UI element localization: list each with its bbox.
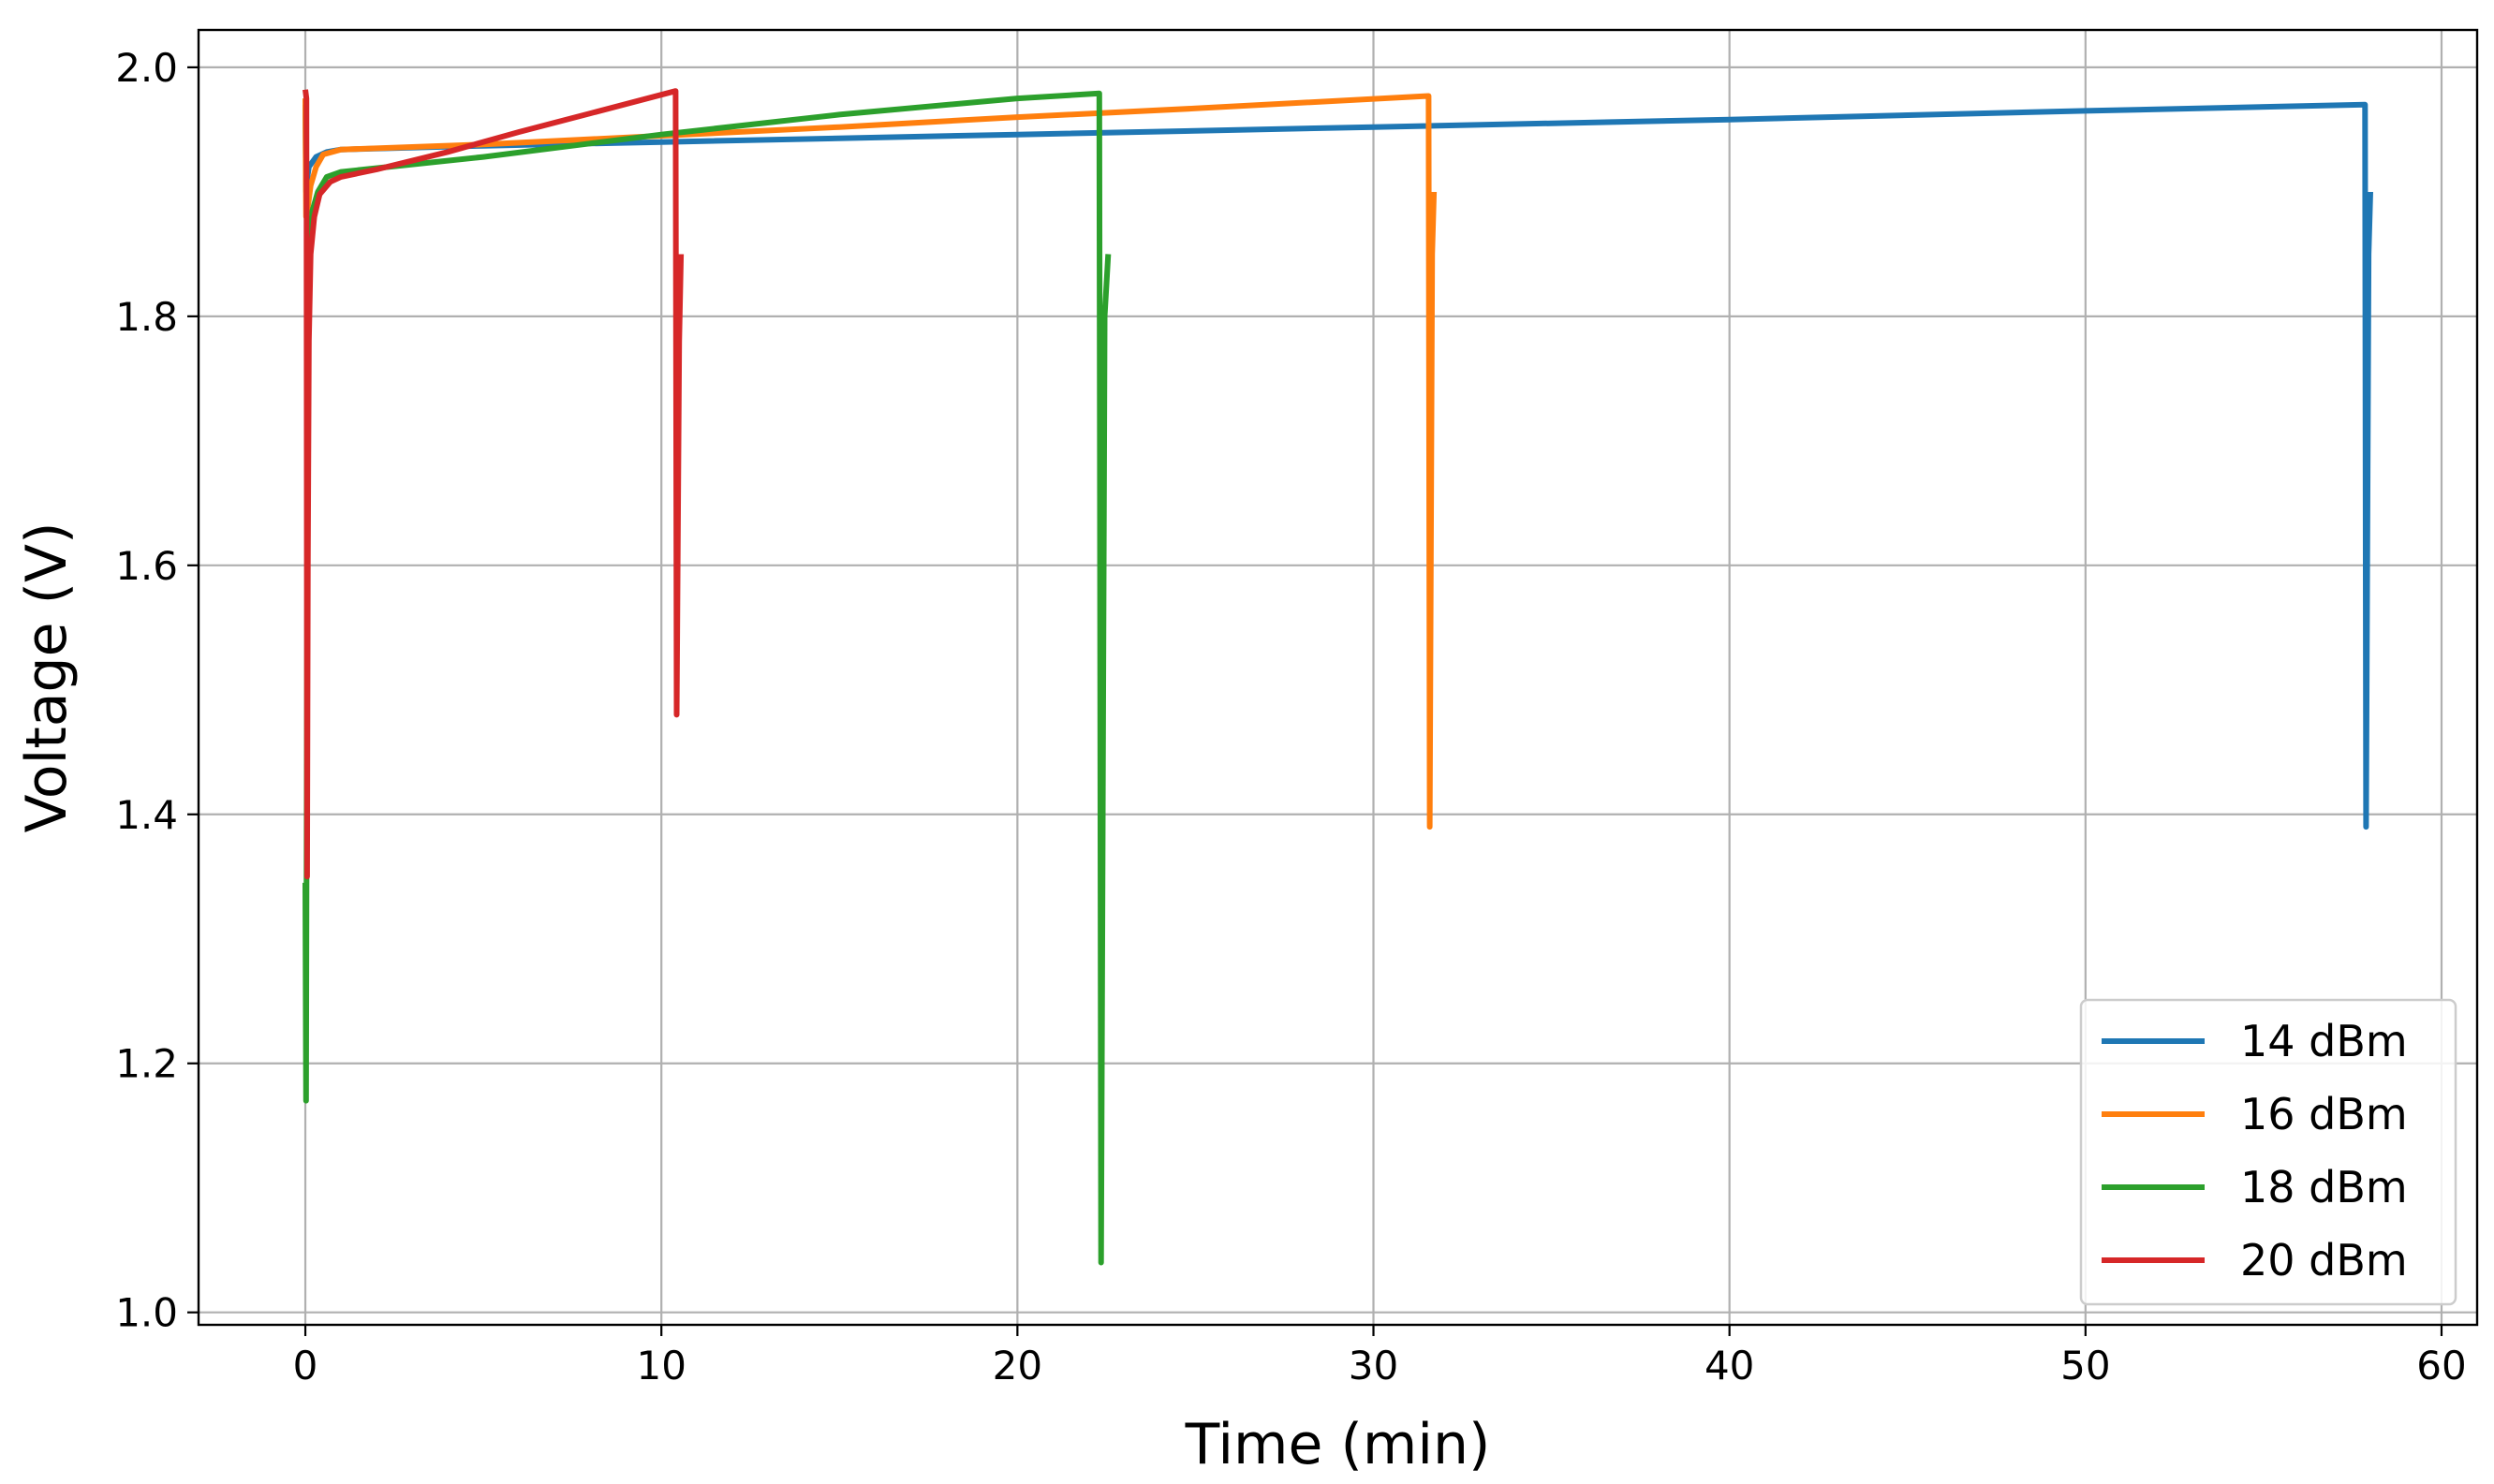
legend-label: 16 dBm: [2240, 1089, 2408, 1139]
y-axis-title: Voltage (V): [14, 522, 80, 833]
legend: 14 dBm 16 dBm 18 dBm 20 dBm: [2079, 998, 2457, 1306]
axis-ticks: [187, 66, 2443, 1336]
legend-entry: 18 dBm: [2102, 1162, 2408, 1212]
y-tick-label: 1.6: [115, 543, 178, 589]
grid-lines: [199, 30, 2477, 1325]
legend-label: 18 dBm: [2240, 1162, 2408, 1212]
x-tick-label: 40: [1704, 1343, 1754, 1388]
y-tick-label: 1.0: [115, 1290, 178, 1336]
plot-frame: [197, 28, 2479, 1327]
legend-entry: 20 dBm: [2102, 1235, 2408, 1286]
x-tick-label: 10: [636, 1343, 686, 1388]
series-line-20-dbm: [303, 88, 685, 880]
x-tick-label: 50: [2060, 1343, 2110, 1388]
legend-box: [2079, 998, 2457, 1306]
x-tick-label: 30: [1349, 1343, 1398, 1388]
y-tick-label: 1.2: [115, 1041, 178, 1087]
legend-items: 14 dBm 16 dBm 18 dBm 20 dBm: [2102, 1016, 2408, 1286]
y-tick-label: 2.0: [115, 45, 178, 91]
legend-label: 20 dBm: [2240, 1235, 2408, 1286]
x-tick-label: 20: [993, 1343, 1042, 1388]
x-axis-title: Time (min): [1185, 1412, 1491, 1477]
legend-entry: 16 dBm: [2102, 1089, 2408, 1139]
y-tick-label: 1.4: [115, 792, 178, 838]
axis-tick-labels: 0 10 20 30 40 50 60 1.0 1.2 1.4 1.6 1.8 2.0: [115, 45, 2467, 1388]
y-tick-label: 1.8: [115, 294, 178, 340]
series-layer: [303, 88, 2373, 1266]
x-tick-label: 0: [293, 1343, 318, 1388]
series-line-16-dbm: [303, 93, 1438, 830]
x-tick-label: 60: [2416, 1343, 2466, 1388]
legend-label: 14 dBm: [2240, 1016, 2408, 1066]
legend-entry: 14 dBm: [2102, 1016, 2408, 1066]
